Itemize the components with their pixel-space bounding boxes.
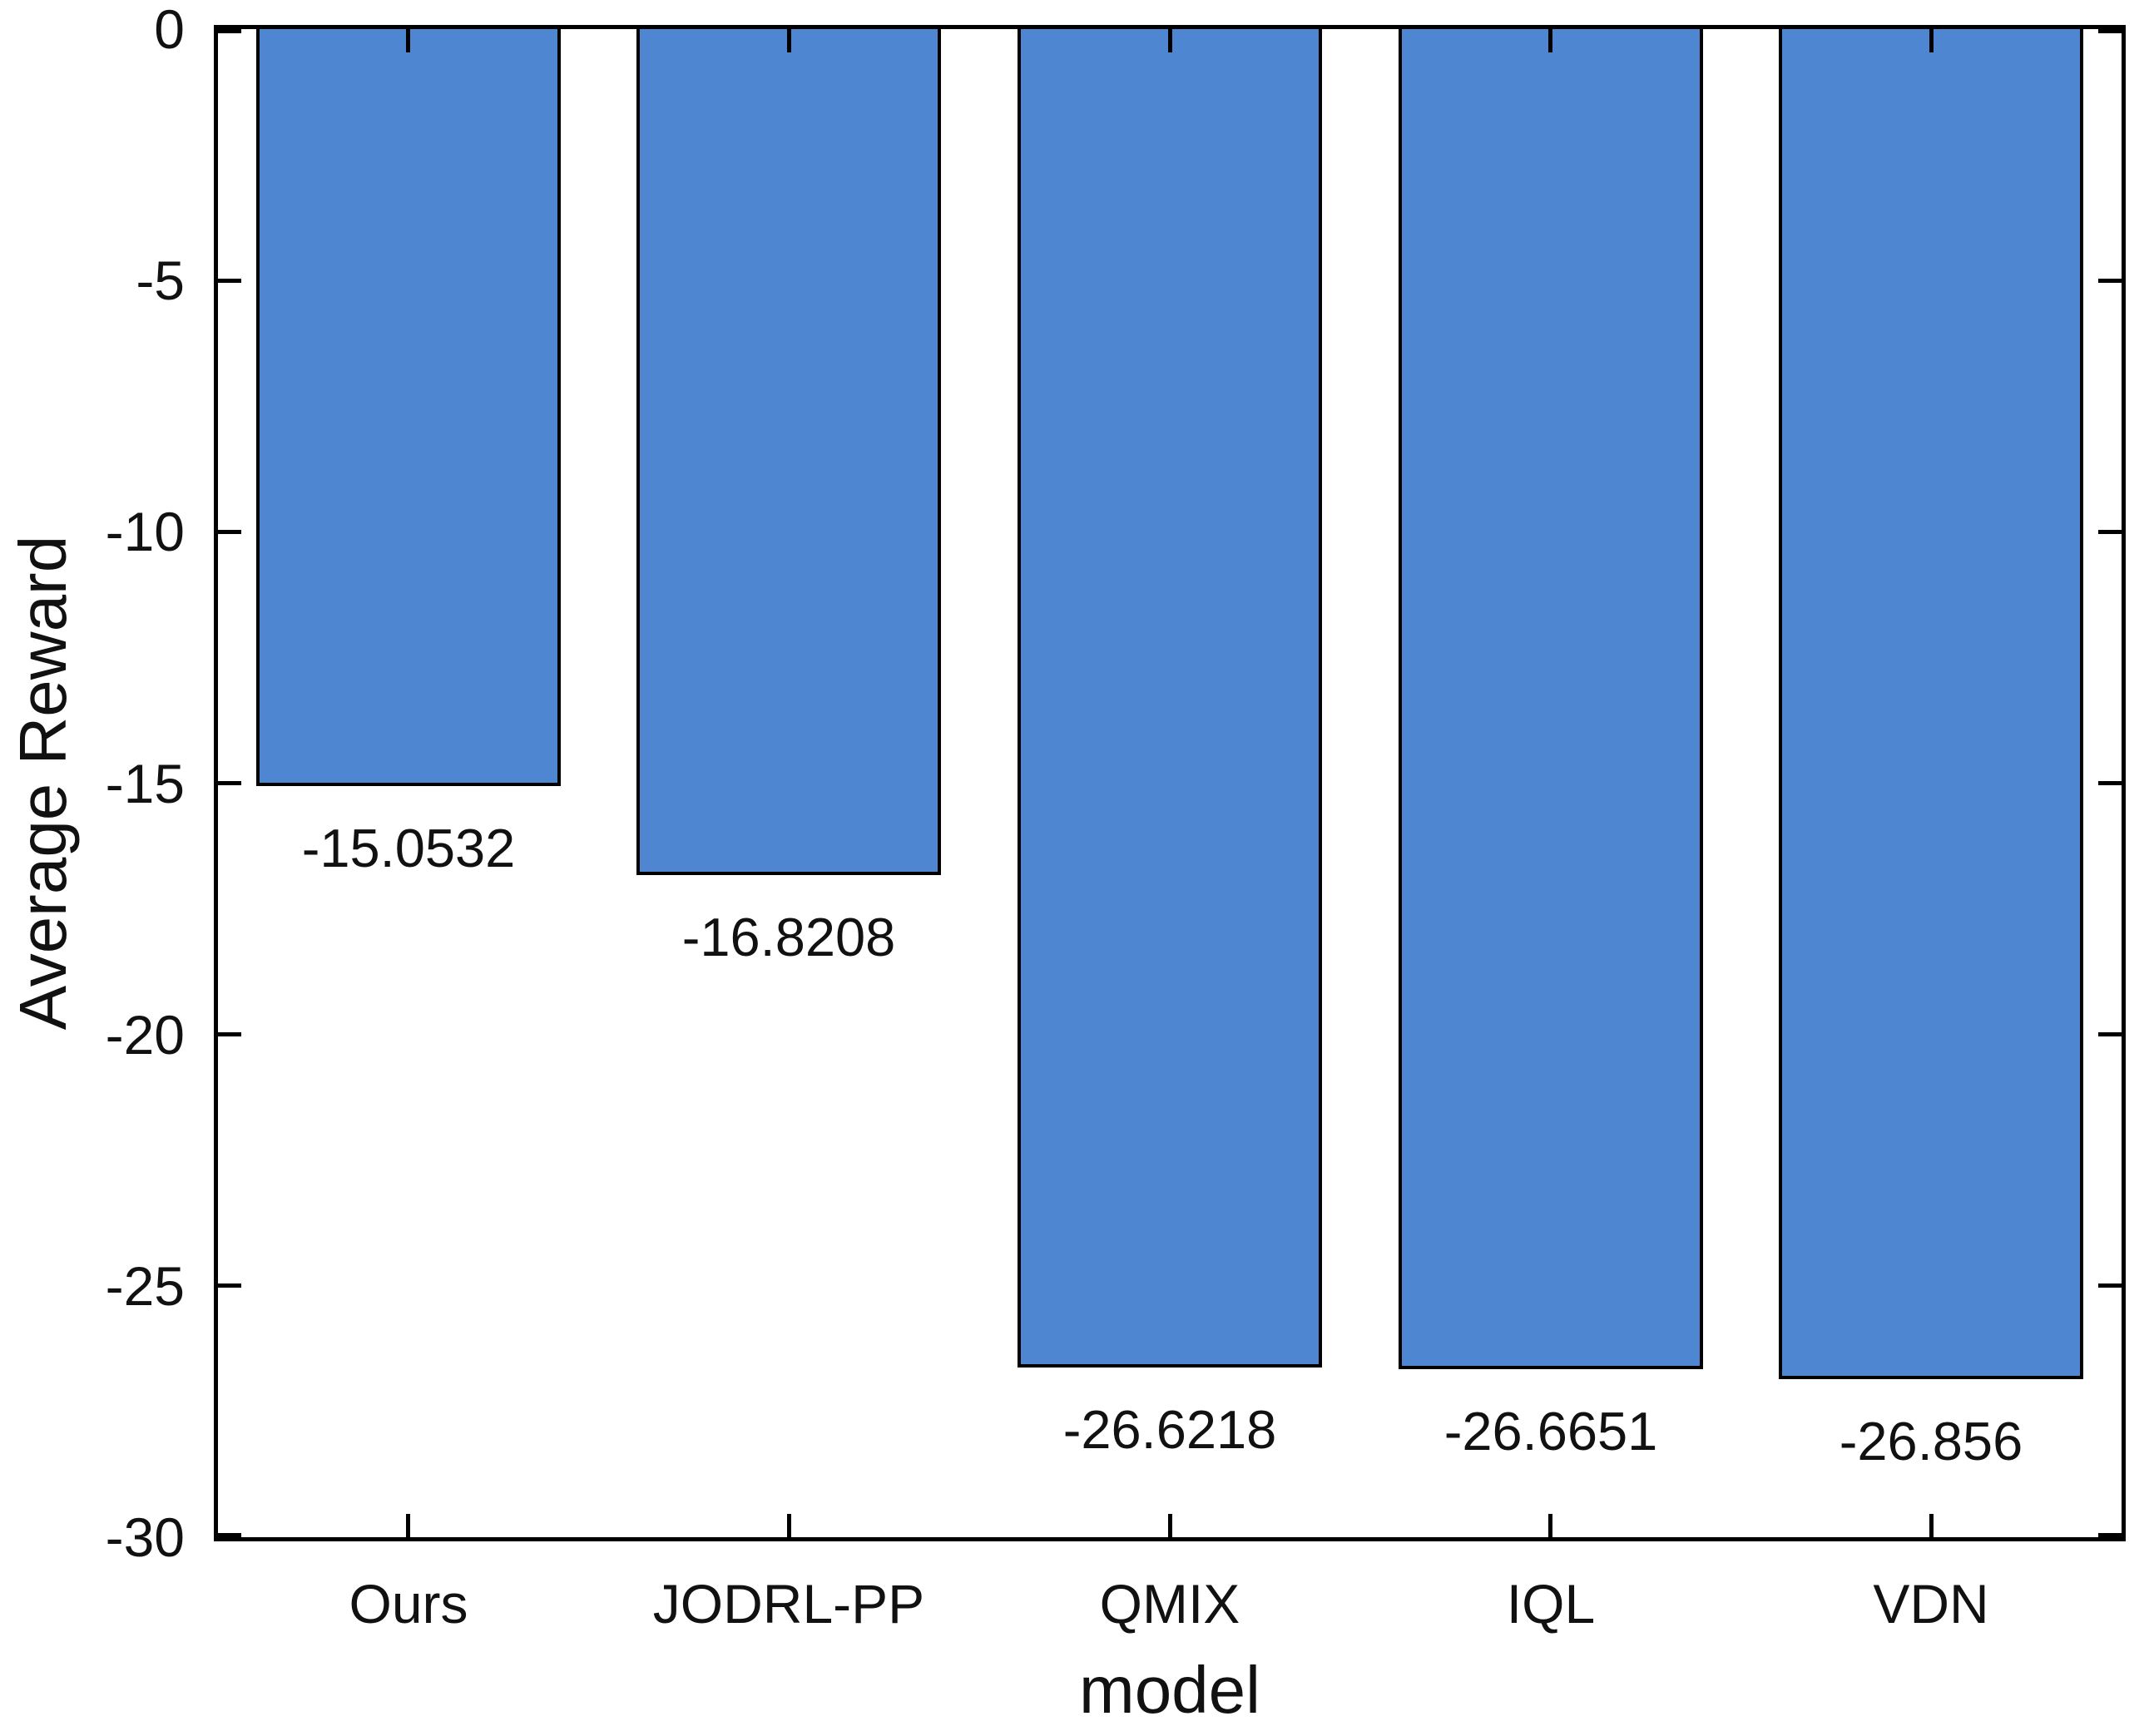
x-axis-title: model (1079, 1653, 1260, 1727)
x-tick-mark-bottom (787, 1514, 791, 1537)
y-tick-label: -30 (105, 1506, 185, 1568)
x-category-label: Ours (349, 1573, 468, 1635)
bar (1399, 29, 1703, 1369)
y-tick-mark-left (218, 1283, 241, 1288)
bar-value-label: -26.856 (1839, 1411, 2023, 1471)
y-tick-mark-right (2098, 279, 2122, 283)
y-tick-mark-right (2098, 530, 2122, 534)
bar-value-label: -16.8208 (681, 907, 896, 967)
bar (636, 29, 941, 875)
y-tick-label: -5 (136, 250, 185, 311)
x-category-label: IQL (1506, 1573, 1596, 1635)
bar-value-label: -26.6218 (1062, 1399, 1277, 1460)
y-tick-label: -10 (105, 501, 185, 562)
x-tick-mark-bottom (406, 1514, 410, 1537)
y-tick-label: -20 (105, 1004, 185, 1066)
y-tick-mark-right (2098, 1533, 2122, 1537)
y-tick-label: -15 (105, 753, 185, 814)
bar (1018, 29, 1322, 1368)
bar (256, 29, 561, 786)
x-category-label: JODRL-PP (652, 1573, 925, 1635)
x-category-label: QMIX (1099, 1573, 1240, 1635)
bar-value-label: -15.0532 (301, 818, 516, 878)
y-tick-mark-right (2098, 1283, 2122, 1288)
bar (1779, 29, 2083, 1379)
y-tick-mark-left (218, 781, 241, 785)
y-tick-mark-left (218, 279, 241, 283)
y-tick-mark-right (2098, 781, 2122, 785)
x-tick-mark-bottom (1929, 1514, 1934, 1537)
y-tick-label: -25 (105, 1255, 185, 1317)
plot-area (214, 25, 2126, 1541)
x-tick-mark-top (406, 29, 410, 52)
y-tick-mark-left (218, 530, 241, 534)
x-tick-mark-top (787, 29, 791, 52)
y-tick-mark-left (218, 1533, 241, 1537)
y-tick-label: 0 (154, 0, 185, 60)
y-tick-mark-right (2098, 29, 2122, 33)
x-tick-mark-bottom (1548, 1514, 1552, 1537)
x-tick-mark-bottom (1168, 1514, 1172, 1537)
x-category-label: VDN (1873, 1573, 1989, 1635)
y-tick-mark-left (218, 29, 241, 33)
x-tick-mark-top (1929, 29, 1934, 52)
bar-value-label: -26.6651 (1443, 1401, 1658, 1462)
x-tick-mark-top (1548, 29, 1552, 52)
y-tick-mark-right (2098, 1032, 2122, 1036)
x-tick-mark-top (1168, 29, 1172, 52)
y-tick-mark-left (218, 1032, 241, 1036)
